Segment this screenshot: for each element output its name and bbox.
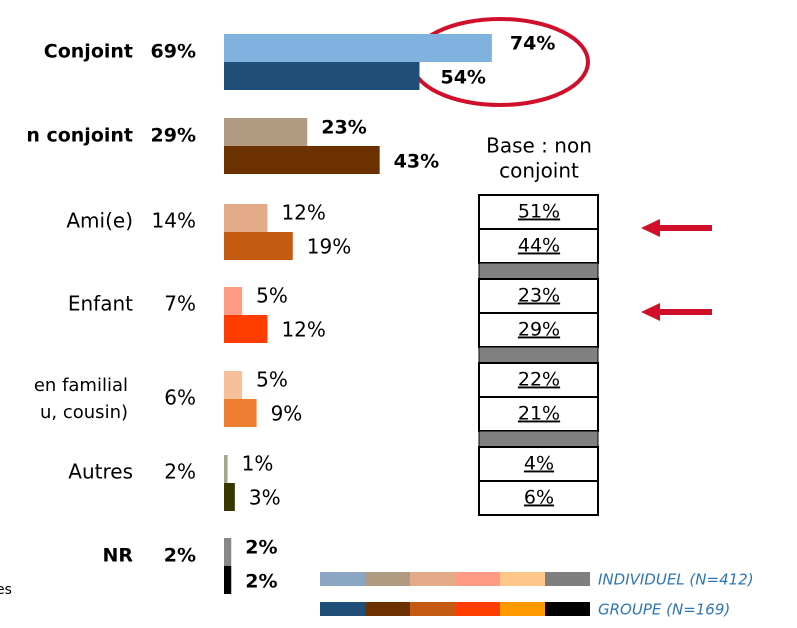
table-separator: [478, 346, 599, 364]
arrows: [641, 219, 712, 321]
legend-swatch: [320, 572, 365, 586]
value-label: 5%: [256, 284, 288, 308]
category-label: n conjoint: [26, 125, 133, 147]
table-cell: 6%: [524, 487, 554, 509]
bar: [224, 118, 308, 146]
bar: [224, 455, 228, 483]
category-label: Ami(e): [66, 209, 133, 233]
table-group: [478, 446, 599, 516]
total-label: 14%: [152, 209, 196, 233]
legend-swatch: [545, 572, 590, 586]
value-label: 5%: [256, 368, 288, 392]
legend-swatch: [455, 572, 500, 586]
value-label: 9%: [271, 402, 303, 426]
bar: [224, 566, 232, 594]
arrow-head: [641, 303, 660, 321]
table-cell: 21%: [518, 403, 560, 425]
value-label: 2%: [245, 537, 277, 559]
legend-swatch: [500, 572, 545, 586]
bar: [224, 34, 492, 62]
arrow-head: [641, 219, 660, 237]
table-cell: 23%: [518, 285, 560, 307]
category-label: Autres: [68, 460, 133, 484]
total-label: 2%: [164, 545, 196, 567]
category-label: en familial: [34, 375, 128, 396]
table-title: conjoint: [499, 159, 579, 183]
total-label: 2%: [164, 460, 196, 484]
legend-swatch: [500, 602, 545, 616]
bar: [224, 399, 257, 427]
total-label: 29%: [151, 125, 196, 147]
legend-swatch: [320, 602, 365, 616]
category-label: NR: [102, 545, 133, 567]
bar: [224, 287, 243, 315]
legend-swatch: [410, 602, 455, 616]
total-label: 6%: [164, 386, 196, 410]
value-label: 74%: [510, 33, 555, 55]
table-cell: 51%: [518, 201, 560, 223]
value-label: 43%: [394, 151, 439, 173]
value-label: 54%: [440, 67, 485, 89]
category-label: u, cousin): [40, 402, 128, 423]
bar: [224, 62, 420, 90]
bar: [224, 315, 268, 343]
table-cell: 22%: [518, 369, 560, 391]
table-separator: [478, 262, 599, 280]
total-label: 69%: [151, 41, 196, 63]
legend-swatch: [365, 572, 410, 586]
legend-swatch: [455, 602, 500, 616]
table-cell: 4%: [524, 453, 554, 475]
value-label: 12%: [281, 201, 325, 225]
value-label: 3%: [249, 486, 281, 510]
bar: [224, 483, 235, 511]
table-cell: 44%: [518, 235, 560, 257]
value-label: 23%: [321, 117, 366, 139]
legend-label: GROUPE (N=169): [598, 601, 730, 619]
legend-swatch: [410, 572, 455, 586]
category-label: Enfant: [68, 292, 133, 316]
value-label: 19%: [307, 235, 351, 259]
total-label: 7%: [164, 292, 196, 316]
bar: [224, 538, 232, 566]
value-label: 1%: [242, 452, 274, 476]
bar: [224, 204, 268, 232]
fragment-text: es: [0, 582, 12, 598]
value-label: 2%: [245, 571, 277, 593]
table-separator: [478, 430, 599, 448]
value-label: 12%: [281, 318, 325, 342]
legend-swatch: [545, 602, 590, 616]
legend-label: INDIVIDUEL (N=412): [598, 571, 754, 589]
bar: [224, 146, 380, 174]
bar: [224, 232, 293, 260]
category-label: Conjoint: [44, 41, 133, 63]
table-title: Base : non: [486, 134, 592, 158]
table-cell: 29%: [518, 319, 560, 341]
bar: [224, 371, 243, 399]
legend-swatch: [365, 602, 410, 616]
